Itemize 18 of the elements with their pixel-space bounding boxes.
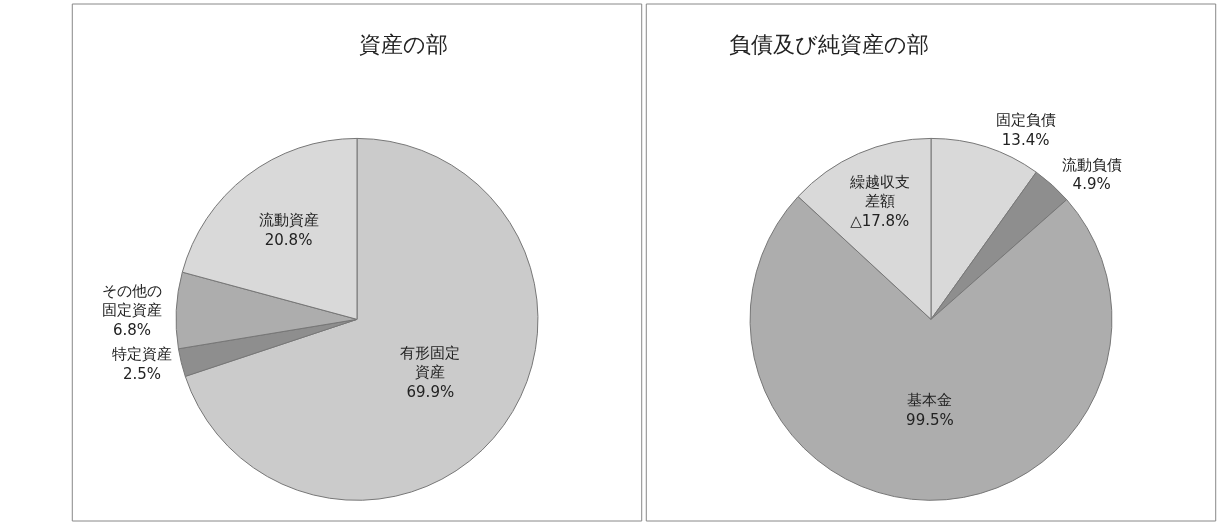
data-label: △17.8% xyxy=(850,211,910,230)
chart-title: 資産の部 xyxy=(359,32,448,57)
slice-label: 基本金 xyxy=(907,391,953,410)
slice-label: 特定資産 xyxy=(111,345,172,364)
data-label: 69.9% xyxy=(406,382,455,401)
slice-label: 流動資産 xyxy=(258,211,319,230)
data-label: 6.8% xyxy=(112,320,152,339)
data-label: 20.8% xyxy=(264,230,313,249)
slice-label: 繰越収支差額 xyxy=(848,172,910,211)
data-label: 4.9% xyxy=(1072,175,1111,194)
slice-label: 流動負債 xyxy=(1061,155,1122,174)
data-label: 99.5% xyxy=(906,410,954,429)
slice-label: 固定負債 xyxy=(995,111,1056,130)
slice-label: その他の固定資産 xyxy=(102,281,163,320)
chart-title: 負債及び純資産の部 xyxy=(729,32,929,57)
data-label: 2.5% xyxy=(122,364,161,383)
slice-label: 有形固定資産 xyxy=(400,343,461,382)
data-label: 13.4% xyxy=(1001,130,1050,149)
